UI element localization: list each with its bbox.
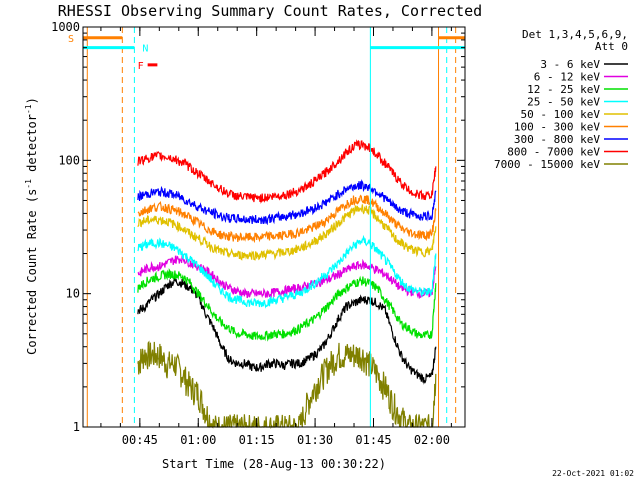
legend-label: 12 - 25 keV [527,83,600,96]
footer-date-stamp: 22-Oct-2021 01:02 [552,469,634,478]
legend-label: 300 - 800 keV [514,133,600,146]
series-line-3 [137,234,437,309]
y-tick-label: 100 [58,153,80,167]
attenuator-label: F [138,61,144,72]
x-axis-label: Start Time (28-Aug-13 00:30:22) [162,457,386,471]
markers-layer: S NF [68,27,465,427]
y-axis-label-sup2: -1 [24,104,33,114]
legend-label: 3 - 6 keV [540,58,600,71]
series-line-1 [137,253,437,300]
y-axis-label-mid: detector [25,114,39,179]
series-line-0 [137,277,437,385]
plot-frame [82,26,466,428]
x-tick-label: 01:15 [239,433,275,447]
legend-header-line1: Det 1,3,4,5,6,9, [522,28,628,41]
series-line-5 [137,194,437,244]
chart-title: RHESSI Observing Summary Count Rates, Co… [58,2,482,20]
series-line-6 [137,179,437,226]
attenuator-label: N [142,44,148,55]
y-axis-label-sup1: -1 [24,179,33,189]
series-line-7 [137,139,437,204]
legend-label: 7000 - 15000 keV [494,158,600,171]
series-line-4 [137,204,437,261]
legend-label: 800 - 7000 keV [507,146,600,159]
legend-label: 6 - 12 keV [534,71,601,84]
x-tick-label: 01:45 [355,433,391,447]
series-line-2 [137,268,437,342]
y-tick-label: 1 [73,420,80,434]
y-tick-label: 1000 [51,20,80,34]
legend-label: 100 - 300 keV [514,121,600,134]
attenuator-label: S [68,34,74,45]
series-line-8 [137,340,437,430]
legend-label: 25 - 50 keV [527,96,600,109]
legend-header-line2: Att 0 [595,40,628,53]
axes-layer: 1 10 100 1000 00:45 01:00 01:15 01:30 01:45 02:00 [51,20,466,447]
series-layer [137,139,437,430]
y-axis-label: Corrected Count Rate (s-1 detector-1) [24,97,39,355]
y-tick-label: 10 [66,287,80,301]
x-tick-label: 01:30 [297,433,333,447]
y-axis-label-main: Corrected Count Rate (s [25,189,39,355]
legend-label: 50 - 100 keV [521,108,601,121]
x-tick-label: 00:45 [122,433,158,447]
y-axis-label-end: ) [25,97,39,104]
x-tick-label: 01:00 [180,433,216,447]
x-tick-label: 02:00 [414,433,450,447]
